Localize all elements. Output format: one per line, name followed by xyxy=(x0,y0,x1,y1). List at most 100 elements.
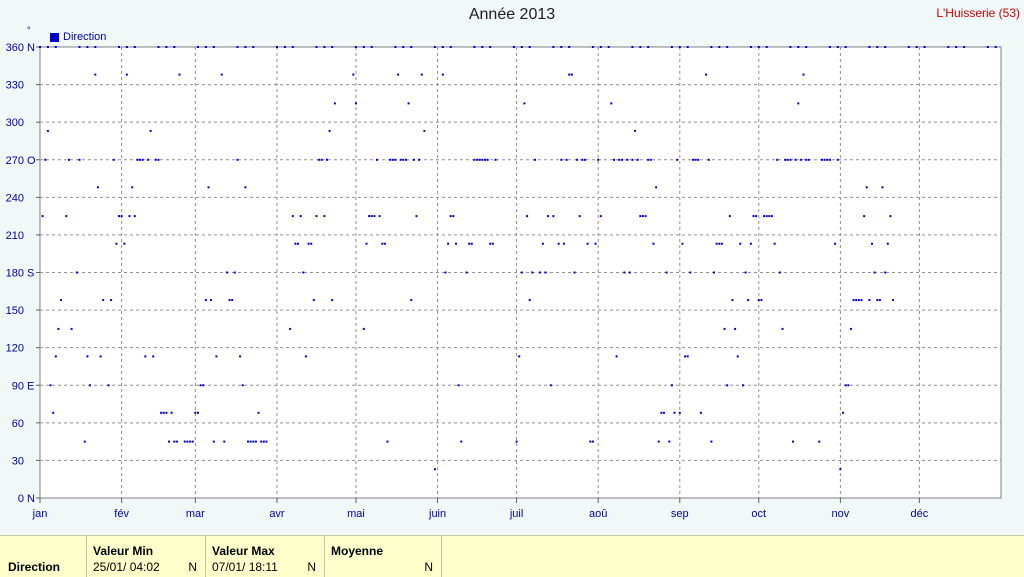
data-point xyxy=(302,271,305,274)
data-point xyxy=(199,384,202,387)
data-point xyxy=(489,46,492,48)
data-point xyxy=(212,440,215,443)
data-point xyxy=(468,242,471,245)
data-point xyxy=(607,46,610,48)
data-point xyxy=(752,215,755,218)
data-point xyxy=(828,46,831,48)
data-point xyxy=(660,411,663,414)
data-point xyxy=(881,186,884,189)
data-point xyxy=(765,46,768,48)
x-tick-label: jan xyxy=(32,508,48,520)
data-point xyxy=(828,158,831,161)
data-point xyxy=(236,158,239,161)
data-point xyxy=(797,102,800,105)
data-point xyxy=(452,215,455,218)
data-point xyxy=(415,215,418,218)
data-point xyxy=(773,242,776,245)
data-point xyxy=(233,271,236,274)
data-point xyxy=(83,440,86,443)
data-point xyxy=(599,46,602,48)
data-point xyxy=(370,215,373,218)
data-point xyxy=(152,355,155,358)
data-point xyxy=(276,46,278,48)
data-point xyxy=(65,215,68,218)
min-date: 25/01/ 04:02 xyxy=(93,560,160,574)
data-point xyxy=(78,46,81,48)
data-point xyxy=(260,440,263,443)
data-point xyxy=(131,186,134,189)
data-point xyxy=(202,384,205,387)
data-point xyxy=(821,158,823,161)
data-point xyxy=(89,384,91,387)
data-point xyxy=(160,411,163,414)
grid-lines xyxy=(40,47,1001,498)
data-point xyxy=(399,158,402,161)
data-point xyxy=(591,46,594,48)
data-point xyxy=(297,242,299,245)
data-point xyxy=(491,242,494,245)
data-point xyxy=(568,46,571,48)
data-point xyxy=(776,158,779,161)
data-point xyxy=(162,411,165,414)
data-point xyxy=(244,186,247,189)
data-point xyxy=(141,158,144,161)
data-point xyxy=(397,73,400,76)
data-point xyxy=(194,411,197,414)
data-point xyxy=(610,102,613,105)
data-point xyxy=(173,46,176,48)
y-tick-label: 90 xyxy=(12,380,24,392)
data-point xyxy=(670,384,673,387)
data-point xyxy=(405,158,407,161)
data-point xyxy=(520,46,523,48)
data-point xyxy=(655,186,658,189)
data-point xyxy=(994,46,997,48)
data-point xyxy=(547,215,550,218)
data-point xyxy=(362,46,365,48)
data-point xyxy=(586,242,589,245)
data-point xyxy=(512,46,515,48)
data-point xyxy=(884,271,887,274)
data-point xyxy=(876,299,879,302)
data-point xyxy=(315,46,318,48)
stats-min-cell: Valeur Min 25/01/ 04:02 N xyxy=(87,536,206,577)
data-point xyxy=(146,158,149,161)
data-point xyxy=(789,158,792,161)
y-tick-label: 360 xyxy=(6,42,24,54)
data-point xyxy=(441,73,444,76)
data-point xyxy=(749,46,752,48)
data-point xyxy=(618,158,621,161)
x-tick-label: sep xyxy=(671,508,689,520)
data-point xyxy=(168,440,170,443)
data-point xyxy=(789,46,792,48)
data-point xyxy=(697,158,700,161)
data-point xyxy=(718,242,721,245)
data-point xyxy=(534,158,536,161)
data-point xyxy=(373,215,376,218)
data-point xyxy=(613,158,615,161)
data-point xyxy=(523,102,526,105)
data-point xyxy=(455,242,457,245)
data-point xyxy=(149,129,152,132)
data-point xyxy=(736,355,739,358)
data-point xyxy=(878,299,881,302)
data-point xyxy=(907,46,910,48)
data-point xyxy=(386,440,389,443)
data-point xyxy=(639,46,642,48)
data-point xyxy=(726,384,729,387)
data-point xyxy=(823,158,826,161)
data-point xyxy=(136,158,139,161)
chart-title: Année 2013 xyxy=(468,6,556,23)
data-point xyxy=(781,327,784,330)
data-point xyxy=(465,271,468,274)
data-point xyxy=(331,299,334,302)
data-point xyxy=(723,327,726,330)
max-dir: N xyxy=(307,560,316,574)
data-point xyxy=(94,73,97,76)
data-point xyxy=(362,327,365,330)
data-point xyxy=(191,440,194,443)
data-point xyxy=(175,440,178,443)
data-point xyxy=(560,158,563,161)
data-point xyxy=(125,73,128,76)
data-point xyxy=(447,242,450,245)
y-tick-label: 270 xyxy=(6,155,24,167)
